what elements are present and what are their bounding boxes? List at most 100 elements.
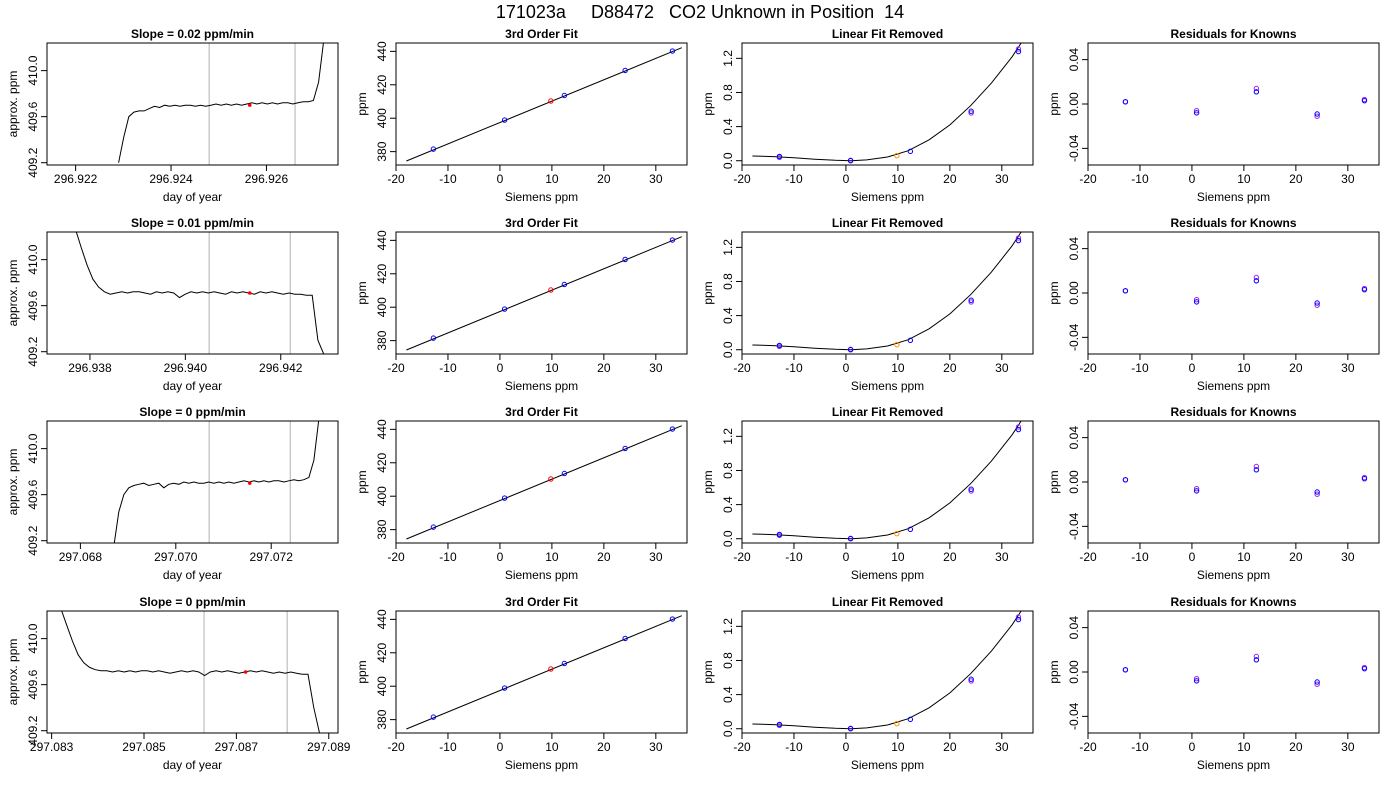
data-point (1015, 426, 1022, 433)
x-tick-label: 0 (497, 172, 504, 186)
x-axis-label: day of year (163, 190, 222, 204)
chart-title: Linear Fit Removed (832, 595, 943, 609)
y-tick-label: 0.04 (1067, 426, 1081, 450)
mean-marker-point (247, 103, 252, 107)
fit-curve (752, 232, 1022, 351)
x-tick-label: -10 (785, 172, 803, 186)
x-tick-label: -10 (1131, 172, 1149, 186)
x-tick-label: -10 (785, 550, 803, 564)
data-point (1015, 237, 1022, 244)
y-tick-label: 409.6 (26, 290, 40, 320)
x-tick-label: 296.938 (68, 361, 112, 375)
y-tick-label: 420 (375, 452, 389, 472)
y-axis-label: ppm (355, 660, 369, 683)
x-tick-label: 0 (843, 550, 850, 564)
data-layer (118, 43, 324, 163)
chart-title: Linear Fit Removed (832, 216, 943, 230)
y-tick-label: 1.2 (721, 239, 735, 256)
data-point (907, 526, 914, 533)
data-point (669, 426, 676, 432)
x-axis-label: Siemens ppm (1197, 758, 1270, 772)
y-tick-label: 0.0 (721, 341, 735, 358)
x-tick-label: 20 (943, 172, 957, 186)
data-point (1314, 489, 1320, 495)
x-tick-label: 10 (1237, 361, 1251, 375)
x-tick-label: 0 (1189, 740, 1196, 754)
data-point (894, 152, 900, 159)
x-tick-label: 20 (597, 172, 611, 186)
data-point (430, 524, 437, 530)
x-tick-label: 30 (995, 172, 1009, 186)
y-tick-label: 0.04 (1067, 237, 1081, 261)
x-tick-label: -10 (785, 361, 803, 375)
chart-title: Residuals for Knowns (1170, 405, 1296, 419)
x-tick-label: 20 (943, 550, 957, 564)
y-tick-label: 0.8 (721, 652, 735, 669)
chart-panel-11: Residuals for Knowns -20 -10 0 10 20 30 -0.04 0.… (1047, 405, 1380, 582)
plot-frame (1087, 610, 1380, 734)
y-tick-label: 410.0 (26, 55, 40, 85)
data-layer (113, 421, 320, 543)
x-tick-label: 0 (1189, 550, 1196, 564)
x-axis-label: Siemens ppm (505, 568, 578, 582)
x-tick-label: 20 (1289, 361, 1303, 375)
data-point (1253, 89, 1260, 95)
data-point (669, 48, 676, 54)
x-axis-label: Siemens ppm (505, 379, 578, 393)
y-tick-label: 1.2 (721, 618, 735, 635)
data-point (622, 67, 628, 74)
x-tick-label: 30 (1341, 172, 1355, 186)
y-tick-label: -0.04 (1067, 134, 1081, 162)
x-tick-label: 20 (1289, 740, 1303, 754)
y-tick-label: 440 (375, 41, 389, 61)
x-axis-label: Siemens ppm (505, 190, 578, 204)
data-point (776, 153, 783, 160)
data-point (1015, 48, 1022, 55)
data-point (1253, 274, 1260, 281)
x-tick-label: -20 (1079, 740, 1097, 754)
x-tick-label: 0 (497, 550, 504, 564)
mean-marker-point (247, 481, 252, 485)
x-tick-label: -20 (733, 172, 751, 186)
chart-panel-2: Linear Fit Removed -20 -10 0 10 20 30 0.0 0.4 0.8… (701, 27, 1034, 204)
plot-frame (1087, 42, 1380, 166)
data-point (548, 98, 554, 104)
plot-frame (46, 610, 339, 734)
data-point (1314, 111, 1320, 117)
chart-panel-8: Slope = 0 ppm/min 297.068 297.070 297.072 40… (6, 405, 339, 582)
chart-title: Linear Fit Removed (832, 27, 943, 41)
data-point (669, 616, 676, 622)
x-tick-label: 10 (891, 740, 905, 754)
page-title: 171023a D88472 CO2 Unknown in Position 1… (495, 2, 905, 22)
data-layer (406, 425, 682, 540)
data-point (968, 676, 974, 682)
x-tick-label: 20 (1289, 172, 1303, 186)
data-point (561, 92, 568, 99)
data-point (1253, 467, 1260, 473)
data-point (1193, 678, 1200, 684)
x-tick-label: -20 (1079, 550, 1097, 564)
y-tick-label: 410.0 (26, 244, 40, 274)
data-point (907, 337, 914, 344)
y-tick-label: 409.2 (26, 715, 40, 745)
y-tick-label: 440 (375, 609, 389, 629)
data-point (1015, 614, 1022, 620)
y-tick-label: 0.8 (721, 462, 735, 479)
plot-frame (1087, 231, 1380, 355)
data-point (1015, 424, 1022, 430)
x-tick-label: 10 (545, 361, 559, 375)
x-tick-label: 10 (891, 361, 905, 375)
data-point (561, 281, 568, 288)
data-point (907, 148, 914, 155)
x-tick-label: -20 (733, 361, 751, 375)
x-axis-label: Siemens ppm (851, 568, 924, 582)
y-tick-label: 0.00 (1067, 470, 1081, 494)
data-point (1015, 46, 1022, 52)
x-tick-label: 0 (1189, 172, 1196, 186)
data-point (548, 666, 554, 672)
x-tick-label: 10 (1237, 740, 1251, 754)
fit-curve (752, 43, 1022, 162)
x-tick-label: 30 (1341, 740, 1355, 754)
y-tick-label: 380 (375, 330, 389, 350)
x-tick-label: -20 (733, 550, 751, 564)
